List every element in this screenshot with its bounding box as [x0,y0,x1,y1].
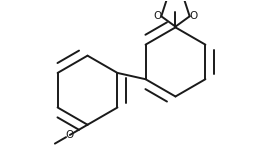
Text: O: O [66,130,74,140]
Text: O: O [189,11,197,21]
Text: O: O [154,11,162,21]
